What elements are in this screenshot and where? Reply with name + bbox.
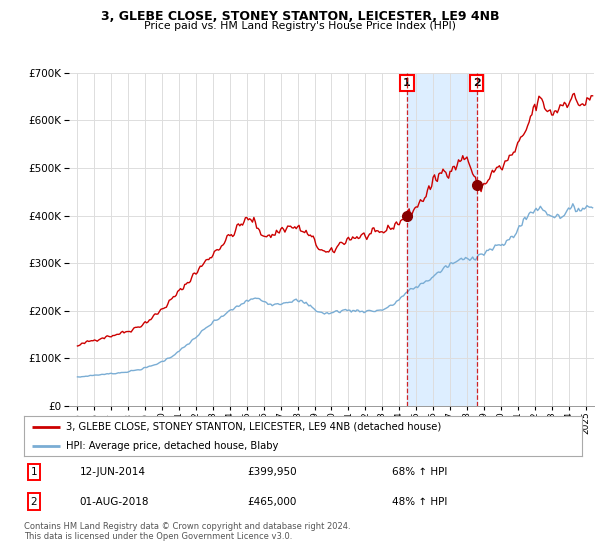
Text: £465,000: £465,000 [247, 497, 296, 507]
Text: 12-JUN-2014: 12-JUN-2014 [80, 467, 146, 477]
Text: 1: 1 [31, 467, 37, 477]
Bar [407, 73, 477, 406]
Text: 3, GLEBE CLOSE, STONEY STANTON, LEICESTER, LE9 4NB (detached house): 3, GLEBE CLOSE, STONEY STANTON, LEICESTE… [66, 422, 441, 432]
Text: HPI: Average price, detached house, Blaby: HPI: Average price, detached house, Blab… [66, 441, 278, 451]
Text: 1: 1 [403, 78, 411, 88]
Text: Price paid vs. HM Land Registry's House Price Index (HPI): Price paid vs. HM Land Registry's House … [144, 21, 456, 31]
Text: 3, GLEBE CLOSE, STONEY STANTON, LEICESTER, LE9 4NB: 3, GLEBE CLOSE, STONEY STANTON, LEICESTE… [101, 10, 499, 23]
Text: 2: 2 [473, 78, 481, 88]
Text: 2: 2 [31, 497, 37, 507]
Text: 68% ↑ HPI: 68% ↑ HPI [392, 467, 448, 477]
Text: 48% ↑ HPI: 48% ↑ HPI [392, 497, 448, 507]
Text: 01-AUG-2018: 01-AUG-2018 [80, 497, 149, 507]
Text: Contains HM Land Registry data © Crown copyright and database right 2024.
This d: Contains HM Land Registry data © Crown c… [24, 522, 350, 542]
Text: £399,950: £399,950 [247, 467, 297, 477]
